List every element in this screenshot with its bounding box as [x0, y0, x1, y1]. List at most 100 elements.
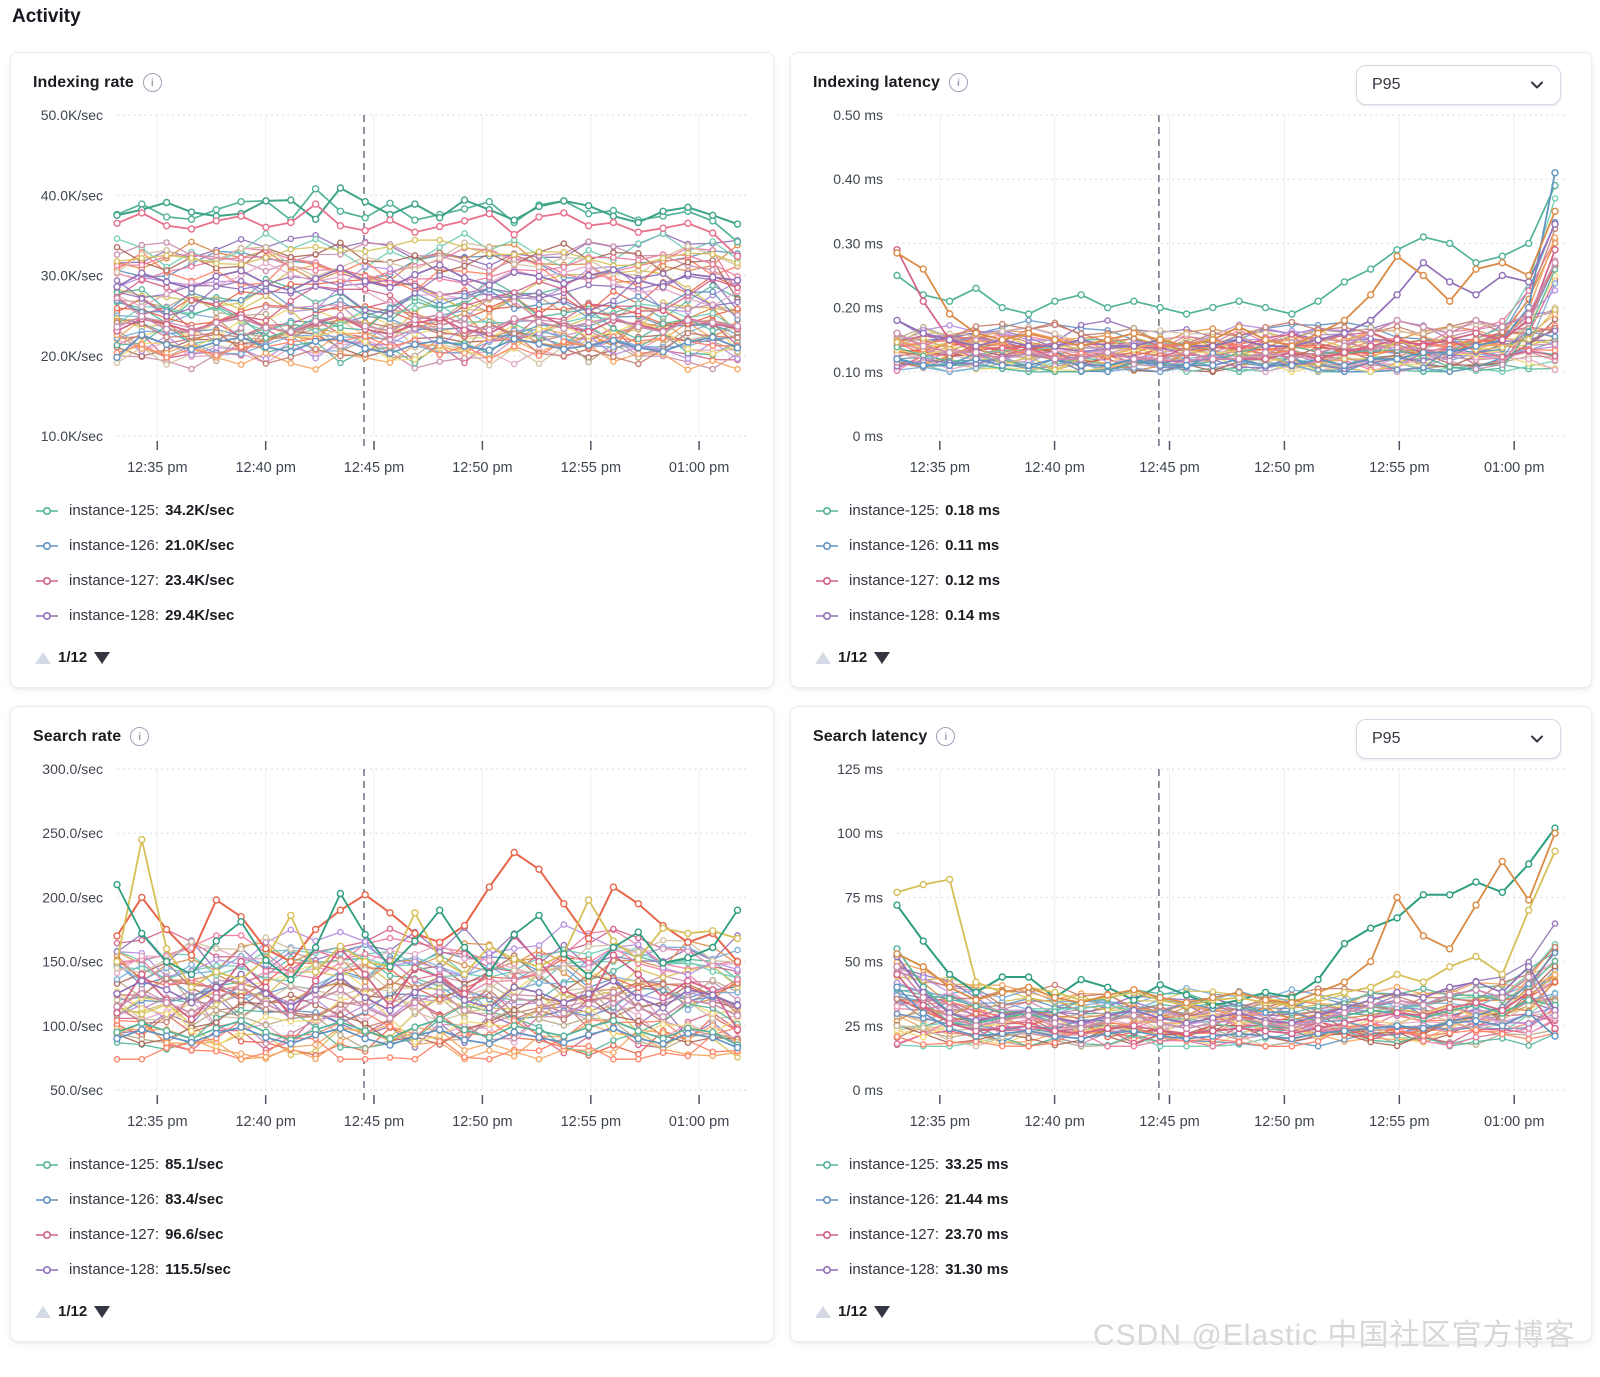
chart-legend: instance-125: 85.1/sec instance-126: 83.4/…: [35, 1147, 749, 1297]
legend-item[interactable]: instance-128: 31.30 ms: [815, 1252, 1567, 1287]
page-indicator: 1/12: [58, 1303, 88, 1320]
legend-next-button[interactable]: [874, 1305, 891, 1318]
chart-canvas[interactable]: 12:35 pm 12:40 pm 12:45 pm 12:50 pm 12:55 pm…: [805, 755, 1577, 1140]
legend-item[interactable]: instance-129:23.7K/sec: [35, 633, 749, 643]
svg-text:12:50 pm: 12:50 pm: [452, 1114, 512, 1130]
legend-pager: 1/12: [815, 649, 891, 666]
series-marker-icon: [815, 1229, 839, 1241]
page-indicator: 1/12: [58, 649, 88, 666]
svg-text:12:35 pm: 12:35 pm: [127, 460, 187, 476]
series-marker-icon: [35, 1229, 59, 1241]
svg-text:12:55 pm: 12:55 pm: [1369, 460, 1429, 476]
svg-text:12:35 pm: 12:35 pm: [127, 1114, 187, 1130]
legend-item[interactable]: instance-129:0.12 ms: [815, 633, 1567, 643]
legend-item[interactable]: instance-125: 33.25 ms: [815, 1147, 1567, 1182]
chart-canvas[interactable]: 12:35 pm 12:40 pm 12:45 pm 12:50 pm 12:55 pm…: [25, 101, 759, 486]
legend-item[interactable]: instance-128: 115.5/sec: [35, 1252, 749, 1287]
panel-search-latency: Search latency P95 12:35 pm 12:40 pm 12:45…: [790, 706, 1592, 1342]
series-marker-icon: [35, 1194, 59, 1206]
page-title: Activity: [12, 6, 81, 27]
info-icon[interactable]: [936, 727, 956, 746]
legend-item[interactable]: instance-126: 0.11 ms: [815, 528, 1567, 563]
svg-text:100.0/sec: 100.0/sec: [42, 1018, 103, 1034]
svg-text:50.0K/sec: 50.0K/sec: [41, 107, 103, 123]
chart-canvas[interactable]: 12:35 pm 12:40 pm 12:45 pm 12:50 pm 12:55 pm…: [25, 755, 759, 1140]
chart-title: Search rate: [33, 727, 122, 745]
legend-item[interactable]: instance-127: 96.6/sec: [35, 1217, 749, 1252]
legend-item[interactable]: instance-128: 29.4K/sec: [35, 598, 749, 633]
svg-text:01:00 pm: 01:00 pm: [1484, 460, 1544, 476]
page-indicator: 1/12: [838, 649, 868, 666]
svg-text:0.50 ms: 0.50 ms: [833, 107, 883, 123]
info-icon[interactable]: [142, 73, 162, 92]
series-marker-icon: [35, 505, 59, 517]
percentile-select[interactable]: P95: [1356, 719, 1561, 759]
svg-text:12:45 pm: 12:45 pm: [1139, 460, 1199, 476]
svg-text:0.40 ms: 0.40 ms: [833, 171, 883, 187]
legend-item[interactable]: instance-126: 21.0K/sec: [35, 528, 749, 563]
series-marker-icon: [815, 575, 839, 587]
chevron-down-icon: [1531, 735, 1543, 743]
series-marker-icon: [815, 1264, 839, 1276]
percentile-select[interactable]: P95: [1356, 65, 1561, 105]
info-icon[interactable]: [948, 73, 968, 92]
legend-prev-button[interactable]: [35, 651, 51, 664]
svg-text:12:35 pm: 12:35 pm: [910, 1114, 970, 1130]
svg-text:12:35 pm: 12:35 pm: [910, 460, 970, 476]
svg-text:01:00 pm: 01:00 pm: [669, 460, 729, 476]
watermark: CSDN @Elastic 中国社区官方博客: [1093, 1319, 1576, 1352]
series-marker-icon: [35, 575, 59, 587]
svg-text:12:50 pm: 12:50 pm: [1254, 460, 1314, 476]
info-icon[interactable]: [130, 727, 150, 746]
legend-prev-button[interactable]: [35, 1305, 51, 1318]
legend-item[interactable]: instance-125: 34.2K/sec: [35, 493, 749, 528]
svg-text:20.0K/sec: 20.0K/sec: [41, 348, 103, 364]
legend-prev-button[interactable]: [815, 651, 831, 664]
svg-text:40.0K/sec: 40.0K/sec: [41, 187, 103, 203]
legend-item[interactable]: instance-126: 21.44 ms: [815, 1182, 1567, 1217]
legend-item[interactable]: instance-126: 83.4/sec: [35, 1182, 749, 1217]
chart-legend: instance-125: 34.2K/sec instance-126: 21.0…: [35, 493, 749, 643]
series-marker-icon: [815, 540, 839, 552]
svg-text:100 ms: 100 ms: [837, 825, 883, 841]
svg-text:01:00 pm: 01:00 pm: [1484, 1114, 1544, 1130]
page-indicator: 1/12: [838, 1303, 868, 1320]
series-marker-icon: [815, 1194, 839, 1206]
svg-text:200.0/sec: 200.0/sec: [42, 889, 103, 905]
panel-search-rate: Search rate 12:35 pm 12:40 pm 12:45 pm 12:5…: [10, 706, 774, 1342]
series-marker-icon: [815, 1159, 839, 1171]
legend-item[interactable]: instance-125: 0.18 ms: [815, 493, 1567, 528]
legend-item[interactable]: instance-127: 23.70 ms: [815, 1217, 1567, 1252]
chart-title: Indexing rate: [33, 73, 134, 91]
svg-text:12:50 pm: 12:50 pm: [452, 460, 512, 476]
svg-text:25 ms: 25 ms: [845, 1018, 883, 1034]
chart-legend: instance-125: 33.25 ms instance-126: 21.44…: [815, 1147, 1567, 1297]
svg-text:12:45 pm: 12:45 pm: [1139, 1114, 1199, 1130]
series-marker-icon: [35, 610, 59, 622]
svg-text:12:50 pm: 12:50 pm: [1254, 1114, 1314, 1130]
chevron-down-icon: [1531, 81, 1543, 89]
legend-item[interactable]: instance-125: 85.1/sec: [35, 1147, 749, 1182]
legend-pager: 1/12: [815, 1303, 891, 1320]
svg-text:0.10 ms: 0.10 ms: [833, 364, 883, 380]
svg-text:0.20 ms: 0.20 ms: [833, 300, 883, 316]
legend-pager: 1/12: [35, 649, 111, 666]
svg-text:12:40 pm: 12:40 pm: [1024, 460, 1084, 476]
legend-item[interactable]: instance-129:107.9/sec: [35, 1287, 749, 1297]
svg-text:12:55 pm: 12:55 pm: [561, 460, 621, 476]
legend-item[interactable]: instance-128: 0.14 ms: [815, 598, 1567, 633]
legend-item[interactable]: instance-127: 23.4K/sec: [35, 563, 749, 598]
legend-item[interactable]: instance-129:28.88 ms: [815, 1287, 1567, 1297]
legend-next-button[interactable]: [94, 651, 111, 664]
chart-canvas[interactable]: 12:35 pm 12:40 pm 12:45 pm 12:50 pm 12:55 pm…: [805, 101, 1577, 486]
svg-text:12:40 pm: 12:40 pm: [235, 1114, 295, 1130]
legend-item[interactable]: instance-127: 0.12 ms: [815, 563, 1567, 598]
chart-title: Indexing latency: [813, 73, 940, 91]
legend-next-button[interactable]: [874, 651, 891, 664]
legend-prev-button[interactable]: [815, 1305, 831, 1318]
series-marker-icon: [815, 610, 839, 622]
series-marker-icon: [815, 505, 839, 517]
legend-next-button[interactable]: [94, 1305, 111, 1318]
